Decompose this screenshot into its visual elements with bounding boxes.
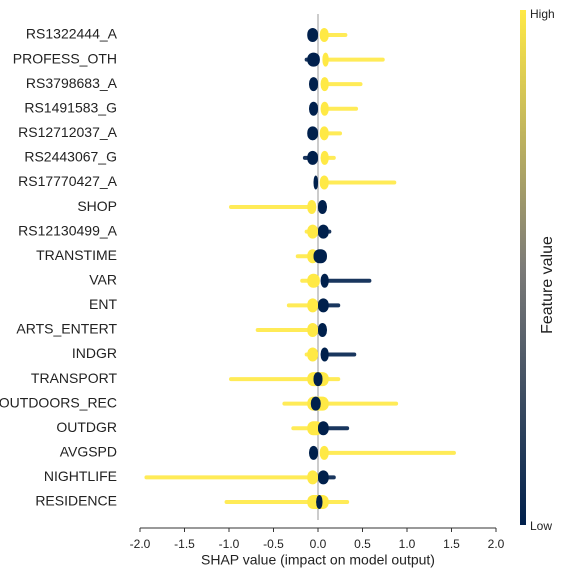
swarm-tail bbox=[320, 352, 357, 357]
x-tick-label: -1.5 bbox=[174, 537, 195, 551]
feature-label: VAR bbox=[89, 271, 117, 287]
swarm-core bbox=[309, 445, 318, 460]
swarm-core bbox=[320, 77, 329, 92]
feature-label: RS17770427_A bbox=[18, 173, 118, 189]
swarm-core bbox=[307, 470, 318, 485]
x-tick-label: -0.5 bbox=[263, 537, 284, 551]
swarm-core bbox=[322, 52, 329, 67]
swarm-tail bbox=[320, 278, 372, 283]
swarm-core bbox=[320, 273, 329, 288]
swarm-core bbox=[309, 77, 318, 92]
feature-label: ARTS_ENTERT bbox=[16, 321, 117, 337]
swarm-core bbox=[316, 495, 323, 509]
feature-label: PROFESS_OTH bbox=[13, 50, 117, 66]
x-tick-label: -2.0 bbox=[130, 537, 151, 551]
swarm-core bbox=[318, 200, 327, 215]
swarm-tail bbox=[320, 106, 359, 111]
x-tick-label: 0.0 bbox=[310, 537, 327, 551]
feature-label: TRANSPORT bbox=[31, 370, 118, 386]
feature-label: OUTDOORS_REC bbox=[0, 394, 117, 410]
swarm-tail bbox=[282, 401, 399, 406]
swarm-tail bbox=[320, 82, 363, 87]
swarm-core bbox=[307, 322, 318, 337]
swarm-core bbox=[307, 52, 320, 67]
x-tick-label: -1.0 bbox=[219, 537, 240, 551]
feature-label: RS1322444_A bbox=[26, 26, 118, 42]
feature-label: SHOP bbox=[77, 198, 117, 214]
x-tick-label: 1.0 bbox=[399, 537, 416, 551]
swarm-core bbox=[310, 396, 321, 411]
swarm-tail bbox=[319, 450, 456, 455]
swarm-core bbox=[318, 322, 327, 337]
feature-label: NIGHTLIFE bbox=[44, 468, 117, 484]
x-tick-label: 2.0 bbox=[488, 537, 505, 551]
swarm-core bbox=[307, 273, 320, 288]
feature-label: TRANSTIME bbox=[36, 247, 117, 263]
swarm-core bbox=[307, 150, 318, 165]
feature-label: RS12712037_A bbox=[18, 124, 118, 140]
feature-label: AVGSPD bbox=[60, 444, 117, 460]
feature-label: INDGR bbox=[72, 345, 117, 361]
swarm-core bbox=[320, 101, 329, 116]
swarm-core bbox=[313, 249, 327, 264]
colorbar-label: Feature value bbox=[539, 236, 556, 334]
swarm-core bbox=[318, 298, 329, 313]
swarm-core bbox=[307, 298, 318, 313]
swarm-tail bbox=[255, 327, 318, 332]
feature-label: OUTDGR bbox=[56, 419, 117, 435]
feature-label: RS2443067_G bbox=[24, 149, 117, 165]
swarm-core bbox=[307, 347, 318, 362]
x-tick-label: 0.5 bbox=[354, 537, 371, 551]
colorbar-low: Low bbox=[530, 519, 552, 533]
swarm-core bbox=[319, 126, 329, 141]
swarm-core bbox=[319, 28, 329, 42]
swarm-tail bbox=[144, 475, 318, 480]
swarm-core bbox=[307, 224, 318, 239]
swarm-core bbox=[320, 347, 329, 362]
feature-label: RESIDENCE bbox=[35, 493, 117, 509]
colorbar bbox=[520, 10, 526, 525]
colorbar-high: High bbox=[530, 7, 555, 21]
swarm-core bbox=[313, 175, 318, 190]
swarm-core bbox=[307, 200, 317, 215]
feature-label: ENT bbox=[89, 296, 117, 312]
swarm-tail bbox=[229, 205, 317, 210]
swarm-core bbox=[319, 175, 329, 190]
swarm-core bbox=[307, 28, 318, 42]
swarm-tail bbox=[319, 180, 397, 185]
swarm-tail bbox=[224, 500, 350, 504]
swarm-tail bbox=[322, 57, 385, 62]
swarm-core bbox=[318, 224, 329, 239]
feature-label: RS3798683_A bbox=[26, 75, 118, 91]
swarm-core bbox=[318, 470, 329, 485]
swarm-core bbox=[309, 101, 318, 116]
feature-label: RS1491583_G bbox=[24, 99, 117, 115]
swarm-core bbox=[319, 445, 329, 460]
swarm-core bbox=[307, 126, 318, 141]
swarm-core bbox=[313, 372, 323, 387]
x-tick-label: 1.5 bbox=[443, 537, 460, 551]
x-axis-label: SHAP value (impact on model output) bbox=[201, 552, 435, 568]
swarm-core bbox=[320, 150, 329, 165]
feature-label: RS12130499_A bbox=[18, 222, 118, 238]
swarm-core bbox=[318, 421, 329, 436]
